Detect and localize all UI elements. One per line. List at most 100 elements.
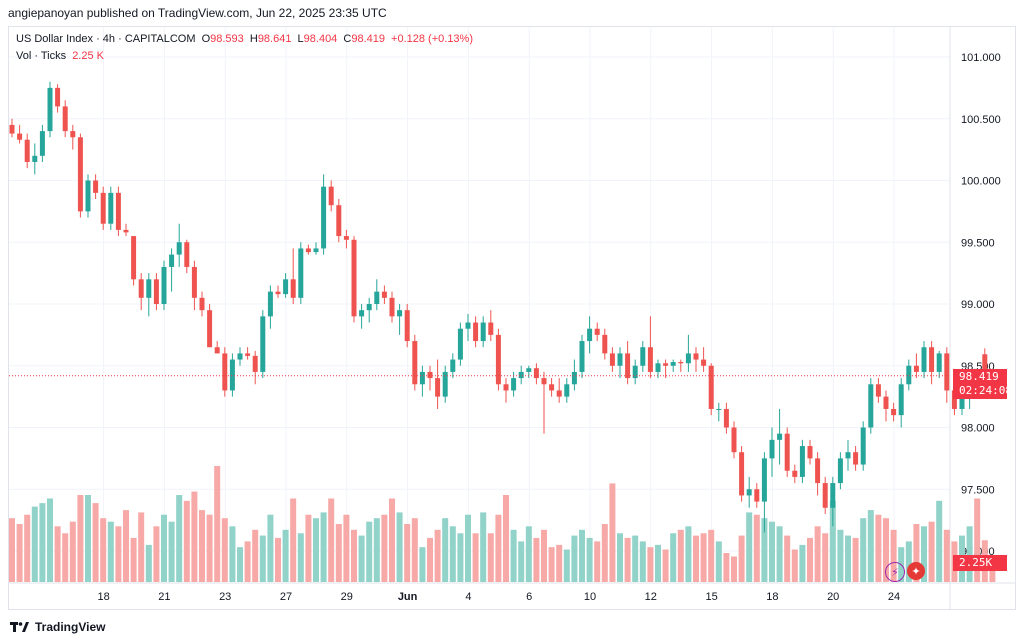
y-tick-label: 101.000 — [961, 52, 1001, 64]
volume-bar — [85, 495, 91, 582]
chart-frame[interactable] — [8, 26, 1016, 610]
candle-body — [792, 470, 798, 477]
volume-bar — [822, 533, 829, 582]
volume-bar — [77, 495, 84, 582]
candle-body — [199, 297, 205, 311]
x-tick-label: 10 — [584, 591, 596, 603]
volume-bar — [244, 541, 251, 582]
candle-body — [609, 353, 615, 366]
x-tick-label: Jun — [398, 591, 418, 603]
candle-body — [404, 310, 410, 342]
candle-body — [822, 483, 828, 508]
volume-bar — [693, 535, 699, 582]
candle-body — [62, 106, 68, 132]
volume-bar — [115, 526, 122, 582]
candle-body — [769, 439, 775, 459]
candle-body — [488, 322, 494, 335]
volume-bar — [776, 526, 783, 582]
candle-body — [305, 248, 311, 253]
volume-bar — [662, 549, 669, 582]
legend-l-label: L — [297, 33, 304, 45]
candle-body — [184, 242, 190, 267]
volume-bar — [814, 526, 821, 582]
candle-body — [594, 328, 600, 335]
candle-body — [579, 341, 585, 372]
candle-body — [647, 347, 653, 372]
volume-bar — [449, 526, 456, 582]
candle-body — [982, 354, 988, 376]
candle-body — [799, 446, 805, 477]
volume-bar — [411, 518, 418, 582]
volume-bar — [769, 521, 775, 582]
candle-body — [283, 279, 289, 295]
candle-body — [207, 310, 213, 348]
volume-bar — [738, 535, 745, 582]
volume-bar — [753, 514, 760, 582]
us-flag-icon[interactable]: ✦ — [907, 562, 925, 580]
volume-bar — [39, 503, 46, 582]
candle-body — [435, 378, 441, 397]
candle-body — [913, 365, 919, 372]
y-tick-label: 98.000 — [961, 423, 995, 435]
lightning-icon[interactable]: ⚡ — [885, 562, 905, 582]
candle-body — [214, 347, 220, 354]
legend-change: +0.128 (+0.13%) — [391, 33, 473, 45]
volume-bar — [541, 529, 547, 582]
candle-body — [526, 368, 532, 372]
candle-body — [85, 180, 91, 212]
volume-bar — [571, 535, 578, 582]
volume-bar — [966, 526, 973, 582]
volume-bar — [313, 518, 319, 582]
volume-bar — [799, 544, 806, 582]
candle-body — [549, 384, 555, 391]
candle-body — [891, 408, 897, 416]
x-tick-label: 4 — [465, 591, 471, 603]
legend-symbol: US Dollar Index · 4h · CAPITALCOM — [16, 33, 196, 45]
volume-bar — [457, 533, 464, 582]
candle-body — [845, 452, 851, 459]
candle-body — [47, 87, 53, 132]
volume-bar — [807, 537, 813, 582]
footer-brand: TradingView — [35, 620, 106, 634]
candle-body — [131, 236, 137, 280]
tradingview-logo-icon — [10, 622, 29, 632]
volume-bar — [9, 518, 15, 582]
candle-body — [693, 353, 699, 360]
volume-bar — [685, 526, 692, 582]
candle-body — [146, 279, 152, 298]
volume-bar — [495, 514, 502, 582]
volume-bar — [731, 556, 737, 582]
volume-bar — [427, 537, 433, 582]
candle-body — [632, 365, 638, 379]
volume-bar — [563, 549, 570, 582]
candle-body — [412, 341, 418, 385]
volume-bar — [305, 514, 312, 582]
volume-bar — [609, 483, 616, 582]
volume-bar — [290, 498, 297, 582]
candle-body — [875, 384, 881, 397]
candle-body — [115, 192, 121, 230]
legend-vol-value: 2.25 K — [72, 50, 104, 62]
candle-body — [685, 353, 691, 364]
candle-body — [267, 291, 273, 317]
candle-body — [24, 139, 30, 162]
candle-body — [708, 365, 714, 409]
volume-bar — [396, 512, 403, 582]
x-tick-label: 20 — [827, 591, 839, 603]
candle-body — [450, 359, 456, 372]
candle-body — [716, 408, 722, 410]
volume-bar — [829, 500, 836, 582]
candle-body — [275, 291, 281, 295]
volume-bar — [100, 518, 107, 582]
volume-bar — [161, 514, 167, 582]
volume-bar — [145, 544, 152, 582]
volume-bar — [328, 498, 335, 582]
candle-body — [746, 489, 752, 496]
candle-body — [701, 359, 707, 366]
candle-body — [951, 390, 957, 409]
volume-bar — [229, 526, 236, 582]
volume-bar — [138, 512, 145, 582]
volume-bar — [639, 541, 646, 582]
candle-body — [465, 322, 471, 329]
